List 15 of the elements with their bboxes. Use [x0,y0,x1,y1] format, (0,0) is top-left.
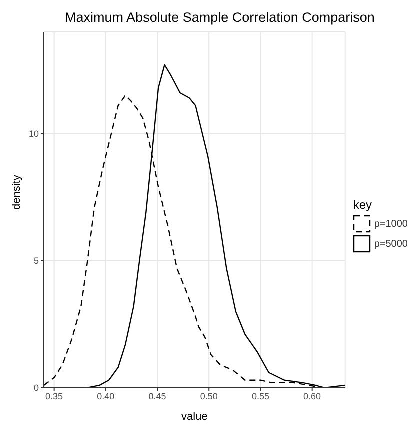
y-tick-label: 5 [34,256,39,266]
x-tick-label: 0.50 [200,391,218,402]
y-tick-label: 0 [34,383,39,394]
x-tick-label: 0.45 [148,391,166,402]
x-tick-label: 0.55 [252,391,270,402]
y-tick-label: 10 [28,128,39,139]
legend-label: p=5000 [374,238,408,250]
x-axis-title: value [182,411,208,423]
chart-title: Maximum Absolute Sample Correlation Comparison [64,9,376,27]
legend-title: key [353,198,374,212]
x-tick-label: 0.40 [97,391,115,402]
y-axis-title: density [10,174,23,210]
x-tick-label: 0.35 [46,391,64,402]
x-tick-label: 0.60 [304,391,322,402]
legend-label: p=1000 [374,218,408,230]
